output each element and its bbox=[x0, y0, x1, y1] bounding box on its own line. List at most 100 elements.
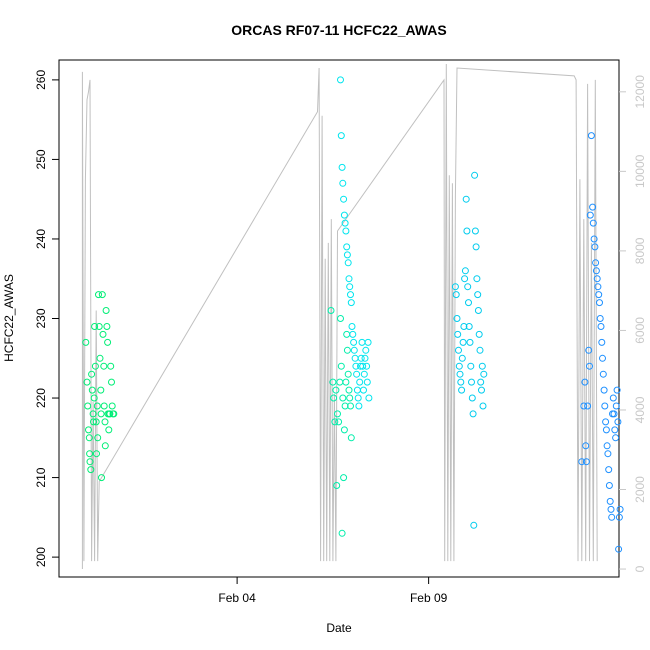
data-point bbox=[90, 418, 97, 426]
data-point bbox=[351, 354, 359, 362]
data-point bbox=[358, 338, 366, 346]
data-point bbox=[334, 410, 341, 418]
data-point bbox=[104, 338, 112, 346]
data-point bbox=[589, 203, 597, 211]
data-point bbox=[455, 362, 463, 370]
data-point bbox=[596, 315, 604, 322]
data-point bbox=[107, 362, 115, 370]
data-point bbox=[359, 362, 367, 370]
data-point bbox=[110, 410, 118, 418]
data-point bbox=[100, 362, 108, 370]
data-point bbox=[346, 283, 354, 291]
data-point bbox=[615, 513, 623, 521]
data-point bbox=[477, 378, 485, 386]
data-point bbox=[475, 330, 483, 338]
data-point bbox=[348, 323, 356, 330]
data-point bbox=[349, 330, 357, 338]
data-point bbox=[363, 378, 371, 386]
data-point bbox=[95, 291, 102, 299]
y-axis-ticks: 200 210 220 230 240 250 260 bbox=[34, 70, 59, 567]
data-point bbox=[92, 418, 100, 426]
data-point bbox=[595, 291, 603, 299]
y2-axis-ticks: 0 2000 4000 6000 8000 10000 12000 bbox=[619, 75, 647, 572]
data-point bbox=[474, 307, 482, 314]
data-point bbox=[354, 394, 362, 402]
data-point bbox=[83, 378, 91, 386]
data-point bbox=[356, 378, 364, 386]
data-point bbox=[465, 323, 473, 330]
data-point bbox=[108, 402, 116, 410]
data-point bbox=[343, 251, 351, 259]
data-point bbox=[606, 497, 614, 505]
data-point bbox=[338, 163, 346, 171]
data-point bbox=[586, 211, 594, 219]
data-point bbox=[357, 354, 365, 362]
data-point bbox=[329, 378, 337, 386]
data-point bbox=[331, 418, 339, 426]
data-point bbox=[88, 386, 96, 394]
data-point bbox=[478, 362, 486, 370]
data-point bbox=[596, 299, 603, 307]
data-point bbox=[93, 450, 100, 458]
data-point bbox=[454, 330, 462, 338]
data-point bbox=[610, 410, 618, 418]
data-point bbox=[337, 76, 344, 84]
y2-tick-label: 2000 bbox=[633, 476, 647, 503]
y-tick-label: 230 bbox=[34, 308, 48, 328]
data-point bbox=[343, 243, 351, 251]
data-point bbox=[582, 442, 590, 450]
data-point bbox=[455, 346, 462, 354]
data-point bbox=[592, 267, 600, 275]
data-point bbox=[593, 275, 601, 283]
data-point bbox=[601, 402, 609, 410]
data-point bbox=[581, 378, 589, 386]
x-axis-label: Date bbox=[326, 621, 352, 635]
data-point bbox=[604, 450, 612, 458]
data-point bbox=[614, 418, 622, 426]
data-point bbox=[463, 227, 471, 235]
y2-tick-label: 12000 bbox=[633, 75, 647, 109]
data-point bbox=[584, 402, 592, 410]
data-point bbox=[98, 474, 105, 482]
data-points bbox=[82, 76, 624, 553]
data-point bbox=[591, 243, 599, 251]
altitude-trace bbox=[81, 63, 598, 569]
data-point bbox=[466, 338, 474, 346]
data-point bbox=[340, 426, 348, 434]
y2-tick-label: 4000 bbox=[633, 396, 647, 423]
data-point bbox=[91, 362, 99, 370]
data-point bbox=[453, 315, 461, 322]
data-point bbox=[343, 346, 351, 354]
data-point bbox=[346, 394, 354, 402]
data-point bbox=[471, 227, 479, 235]
x-tick-label: Feb 04 bbox=[218, 591, 256, 605]
data-point bbox=[85, 426, 92, 434]
data-point bbox=[99, 330, 107, 338]
data-point bbox=[97, 410, 105, 418]
data-point bbox=[471, 171, 479, 179]
data-point bbox=[578, 458, 586, 466]
data-point bbox=[592, 259, 600, 267]
data-point bbox=[479, 402, 487, 410]
data-point bbox=[361, 354, 369, 362]
data-point bbox=[452, 291, 460, 299]
data-point bbox=[88, 370, 96, 378]
data-point bbox=[362, 346, 370, 354]
data-point bbox=[467, 362, 475, 370]
data-point bbox=[98, 291, 106, 299]
data-point bbox=[600, 386, 608, 394]
data-point bbox=[616, 505, 624, 513]
data-point bbox=[350, 346, 358, 354]
data-point bbox=[586, 362, 593, 370]
data-point bbox=[327, 307, 335, 314]
data-point bbox=[108, 378, 115, 386]
data-point bbox=[101, 442, 109, 450]
data-point bbox=[336, 378, 344, 386]
data-point bbox=[580, 402, 588, 410]
chart-title: ORCAS RF07-11 HCFC22_AWAS bbox=[231, 22, 447, 38]
data-point bbox=[478, 386, 485, 394]
data-point bbox=[337, 132, 345, 140]
data-point bbox=[345, 386, 353, 394]
data-point bbox=[605, 466, 613, 474]
data-point bbox=[330, 394, 338, 402]
